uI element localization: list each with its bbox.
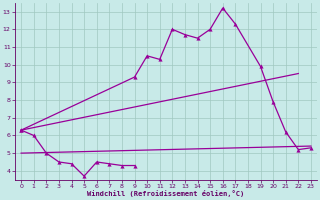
X-axis label: Windchill (Refroidissement éolien,°C): Windchill (Refroidissement éolien,°C): [87, 190, 245, 197]
